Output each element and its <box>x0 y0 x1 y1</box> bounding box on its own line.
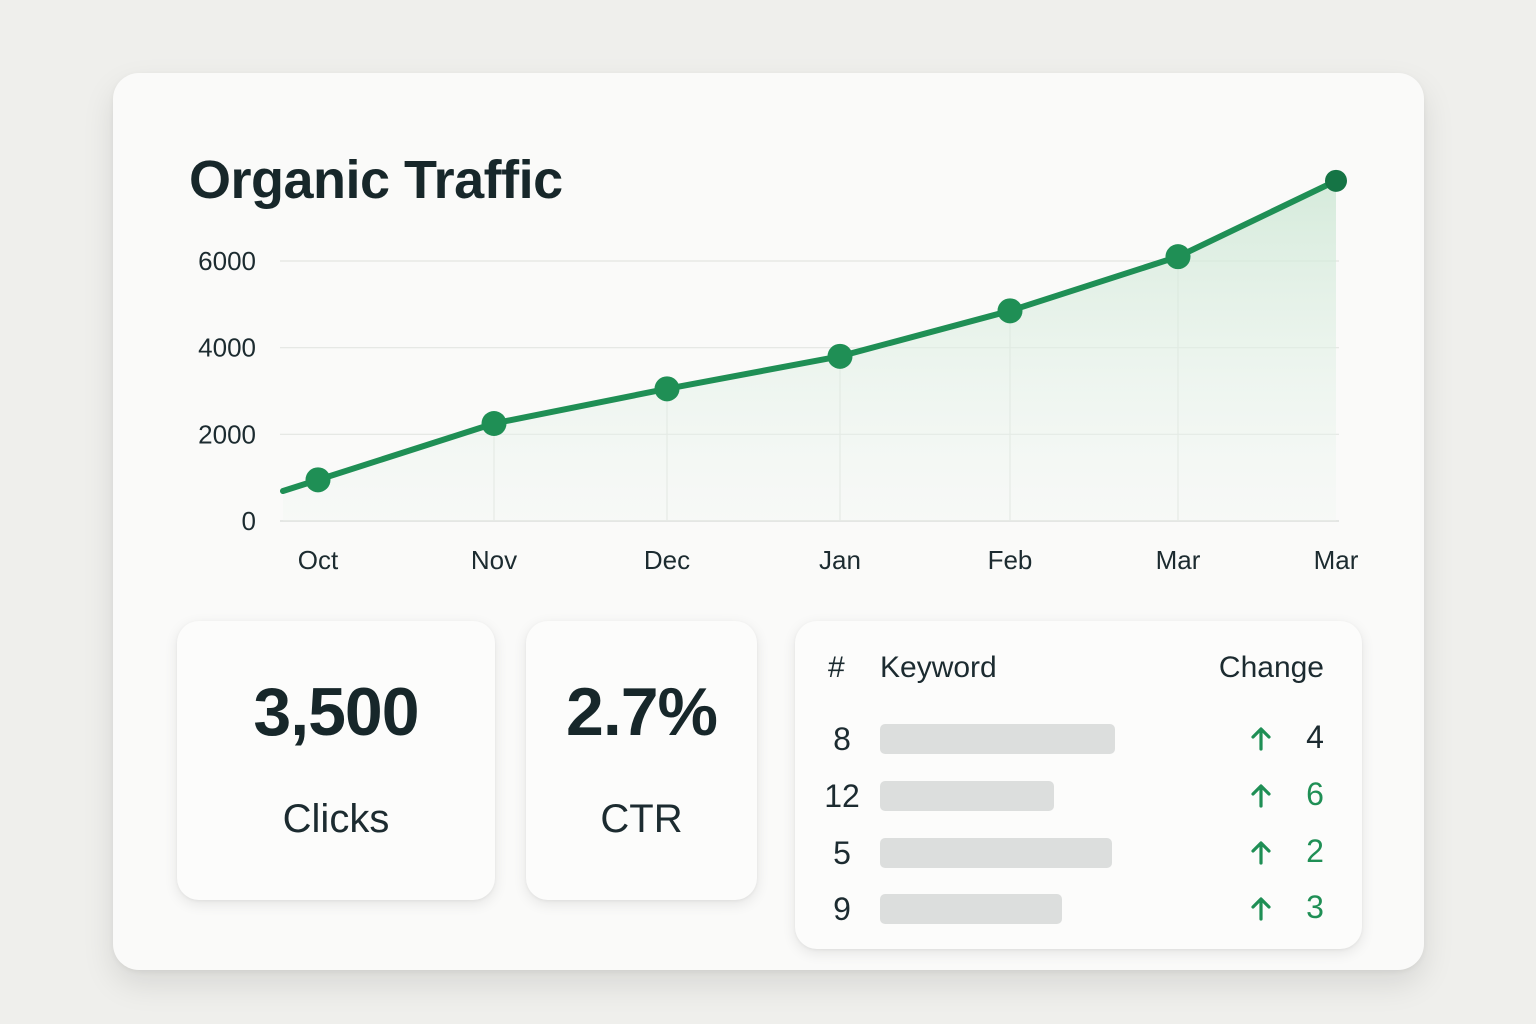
clicks-label: Clicks <box>282 797 390 841</box>
keyword-change-value: 2 <box>1306 833 1324 869</box>
traffic-area-fill <box>283 180 1336 521</box>
clicks-stat-card: 3,500 Clicks <box>177 621 495 900</box>
ctr-stat-card: 2.7% CTR <box>526 621 757 900</box>
arrow-up-icon <box>1251 841 1271 865</box>
keyword-change-value: 4 <box>1306 719 1324 755</box>
ctr-label: CTR <box>600 797 683 841</box>
data-point[interactable] <box>997 298 1023 324</box>
keyword-placeholder-bar <box>880 894 1062 924</box>
y-tick-label: 4000 <box>198 333 256 363</box>
keyword-change-value: 6 <box>1306 776 1324 812</box>
rank-column-header: # <box>828 651 845 684</box>
page-title: Organic Traffic <box>189 150 563 210</box>
keyword-rank: 5 <box>833 835 851 871</box>
keyword-row[interactable]: 12 6 <box>795 772 1362 816</box>
x-tick-label: Dec <box>644 545 690 575</box>
arrow-up-icon <box>1251 727 1271 751</box>
keyword-column-header: Keyword <box>880 651 997 684</box>
y-tick-label: 2000 <box>198 419 256 449</box>
x-tick-label: Mar <box>1156 545 1201 575</box>
keyword-rank: 9 <box>833 891 851 927</box>
x-tick-label: Jan <box>819 545 861 575</box>
x-tick-label: Oct <box>298 545 339 575</box>
x-tick-label: Feb <box>988 545 1033 575</box>
traffic-line-chart: 0 2000 4000 6000 Oct Nov Dec Jan Feb Mar Mar <box>198 169 1359 575</box>
keyword-change-value: 3 <box>1306 889 1324 925</box>
keyword-rankings-table: # Keyword Change 8 4 12 6 5 2 9 3 <box>795 621 1362 949</box>
data-point[interactable] <box>827 343 853 369</box>
data-point[interactable] <box>481 411 507 436</box>
arrow-up-icon <box>1251 784 1271 808</box>
x-tick-label: Nov <box>471 545 517 575</box>
keyword-placeholder-bar <box>880 838 1112 868</box>
keyword-placeholder-bar <box>880 781 1054 811</box>
organic-traffic-card: 0 2000 4000 6000 Oct Nov Dec Jan Feb Mar Mar Orga… <box>113 73 1424 970</box>
arrow-up-icon <box>1251 897 1271 921</box>
y-tick-label: 6000 <box>198 246 256 276</box>
keyword-rank: 8 <box>833 721 851 757</box>
data-point[interactable] <box>1165 244 1191 270</box>
ctr-value: 2.7% <box>566 674 718 750</box>
data-point[interactable] <box>305 467 331 493</box>
y-tick-label: 0 <box>242 506 256 536</box>
change-column-header: Change <box>1218 651 1324 684</box>
keyword-placeholder-bar <box>880 724 1115 754</box>
data-point[interactable] <box>654 376 680 402</box>
keyword-rank: 12 <box>824 778 860 814</box>
data-point[interactable] <box>1325 169 1347 192</box>
clicks-value: 3,500 <box>253 674 419 750</box>
traffic-series-line <box>280 177 1339 495</box>
x-tick-label: Mar <box>1314 545 1359 575</box>
keyword-table-header: # Keyword Change <box>795 651 1362 691</box>
